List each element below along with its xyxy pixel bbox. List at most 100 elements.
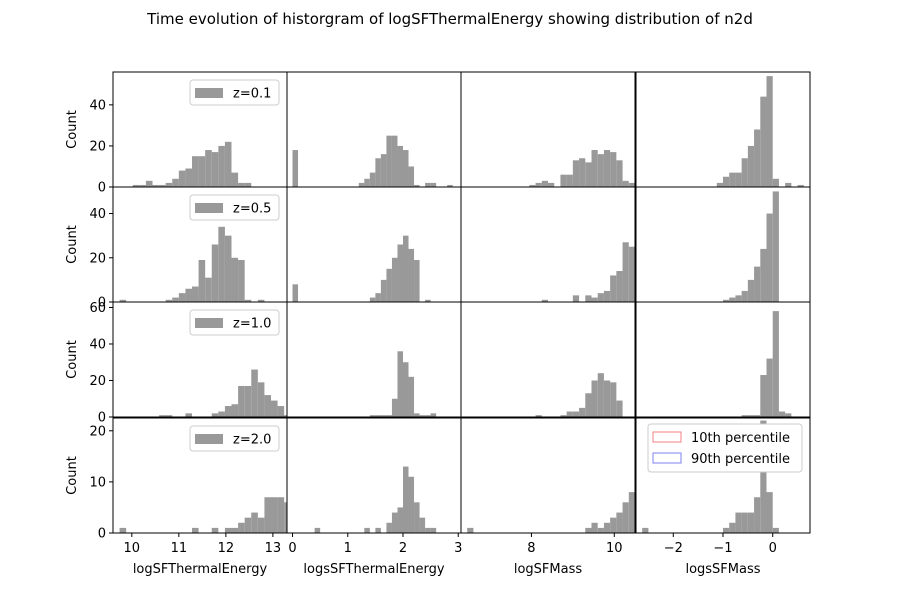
legend-label: 90th percentile — [691, 452, 790, 467]
histogram-bar — [597, 373, 604, 417]
histogram-bar — [145, 180, 153, 187]
histogram-bar — [760, 375, 767, 417]
histogram-bar — [165, 299, 173, 302]
y-axis-label: Count — [65, 110, 80, 149]
histogram-bar — [622, 502, 629, 533]
histogram-bar — [579, 407, 586, 417]
panel-frame — [286, 301, 462, 418]
histogram-bar — [271, 400, 278, 417]
panel-frame — [286, 417, 462, 534]
histogram-bar — [741, 415, 748, 417]
histogram-bar — [403, 235, 409, 302]
histogram-bar — [716, 182, 723, 187]
histogram-bar — [403, 466, 409, 533]
histogram-bar — [467, 527, 474, 533]
histogram-bar — [375, 158, 381, 187]
x-tick-label: 8 — [527, 541, 535, 556]
histogram-bar — [597, 293, 604, 302]
histogram-bar — [369, 297, 376, 302]
legend-z20: z=2.0 — [189, 425, 280, 452]
histogram-bar — [603, 522, 611, 533]
histogram-bar — [277, 406, 285, 417]
histogram-bar — [414, 184, 420, 187]
legend-box — [189, 425, 280, 452]
histogram-bar — [304, 528, 311, 533]
histogram-bar — [772, 311, 779, 417]
histogram-bar — [386, 415, 392, 417]
histogram-bar — [414, 502, 420, 533]
histogram-bar — [741, 512, 748, 533]
histogram-bar — [284, 415, 287, 417]
histogram-bar — [369, 172, 376, 187]
histogram-bar — [251, 369, 258, 417]
y-axis-label: Count — [65, 456, 80, 495]
legend-label: 10th percentile — [691, 431, 790, 446]
histogram-bars — [292, 135, 453, 187]
y-tick-label: 0 — [98, 527, 106, 542]
panel-r1-c2 — [460, 186, 636, 303]
histogram-bar — [178, 170, 186, 187]
histogram-bar — [425, 182, 431, 187]
histogram-bar — [628, 182, 635, 187]
histogram-bar — [380, 154, 387, 187]
histogram-bar — [760, 248, 767, 302]
histogram-bar — [165, 182, 173, 187]
histogram-bar — [419, 415, 426, 417]
histogram-bar — [314, 527, 321, 533]
panel-frame — [635, 186, 811, 303]
histogram-bar — [192, 286, 199, 302]
histogram-bar — [747, 145, 755, 187]
y-tick-label: 0 — [98, 181, 106, 196]
histogram-bar — [754, 266, 761, 302]
histogram-bar — [238, 522, 245, 533]
histogram-bar — [741, 158, 748, 187]
panel-frame — [635, 417, 811, 534]
histogram-bar — [785, 413, 792, 417]
legend-swatch — [195, 318, 223, 328]
histogram-bar — [386, 135, 392, 187]
histogram-bar — [297, 528, 304, 533]
x-tick-label: 0 — [769, 541, 777, 556]
histogram-bar — [572, 160, 580, 187]
histogram-bar — [358, 182, 365, 187]
panel-r2-c3 — [635, 301, 811, 418]
histogram-bar — [211, 152, 219, 187]
histogram-bar — [766, 213, 773, 302]
histogram-bar — [591, 522, 598, 533]
legend-swatch — [652, 431, 682, 443]
histogram-bar — [414, 259, 420, 302]
y-tick-label: 40 — [89, 337, 106, 352]
histogram-bar — [224, 406, 232, 417]
y-tick-label: 20 — [89, 374, 106, 389]
histogram-bar — [185, 413, 192, 417]
histogram-bar — [264, 395, 272, 417]
histogram-bar — [165, 415, 173, 417]
x-axis-label: logsSFThermalEnergy — [303, 562, 444, 577]
y-tick-label: 0 — [98, 411, 106, 426]
x-tick-label: 11 — [171, 541, 188, 556]
histogram-bars — [642, 420, 779, 533]
histogram-bar — [192, 156, 199, 187]
histogram-bar — [391, 512, 398, 533]
histogram-bar — [741, 290, 748, 302]
histogram-bar — [172, 297, 179, 302]
histogram-bar — [579, 158, 586, 187]
histogram-bar — [535, 182, 542, 187]
panel-r2-c0: 0 20 40 60 Count z=1.0 — [65, 301, 288, 426]
histogram-bar — [585, 393, 592, 417]
histogram-bar — [723, 527, 730, 533]
x-tick-label: −2 — [664, 541, 683, 556]
histogram-bar — [211, 527, 219, 533]
histogram-bar — [419, 517, 426, 533]
panel-frame — [460, 417, 636, 534]
panel-frame — [460, 186, 636, 303]
histogram-bar — [364, 178, 370, 187]
y-tick-label: 20 — [89, 251, 106, 266]
histogram-bar — [735, 295, 742, 302]
histogram-bars — [132, 141, 252, 187]
histogram-bar — [119, 527, 127, 533]
histogram-bar — [375, 293, 381, 302]
legend-label: z=0.1 — [233, 87, 271, 102]
histogram-bar — [380, 279, 387, 302]
histogram-bar — [778, 411, 786, 417]
